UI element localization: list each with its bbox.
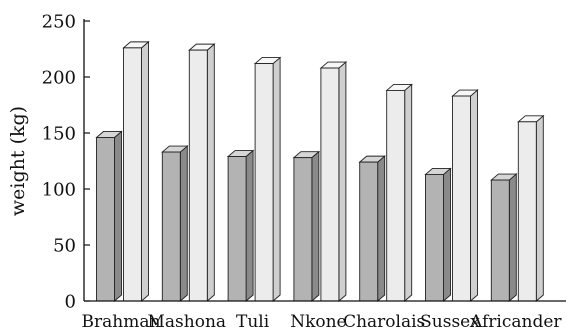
bar-brahman-series-2 [122, 40, 150, 302]
bar-front-face [227, 156, 247, 302]
y-tick-label: 250 [42, 12, 76, 33]
bar-front-face [188, 49, 208, 302]
bar-front-face [490, 179, 510, 302]
bar-front-face [161, 151, 181, 302]
bar-front-face [517, 121, 537, 302]
y-tick-label: 0 [65, 292, 76, 313]
bar-nkone-series-2 [319, 61, 348, 302]
bar-sussex-series-1 [424, 167, 452, 302]
bar-tuli-series-1 [226, 149, 255, 302]
bar-front-face [425, 173, 444, 302]
bar-side-face [535, 114, 544, 302]
bar-side-face [377, 155, 386, 302]
x-tick-label: Brahman [82, 312, 161, 329]
y-ticks-layer: 0 50 100 150 200 250 [42, 12, 90, 313]
y-tick-label: 150 [42, 124, 76, 145]
bars-layer [95, 40, 545, 302]
x-tick-label: Nkone [290, 312, 346, 329]
bar-brahman-series-1 [95, 130, 123, 302]
bar-side-face [508, 173, 517, 302]
bar-charolais-series-2 [385, 83, 413, 302]
y-tick-label: 200 [42, 68, 76, 89]
bar-side-face [114, 130, 122, 302]
x-tick-label: Africander [469, 312, 562, 329]
y-axis-title: weight (kg) [7, 106, 29, 216]
bar-front-face [293, 157, 313, 302]
bar-charolais-series-1 [358, 155, 386, 302]
bar-africander-series-1 [490, 173, 518, 302]
bar-front-face [452, 95, 471, 302]
x-tick-label: Sussex [420, 312, 480, 329]
bar-side-face [206, 43, 215, 302]
bar-side-face [470, 89, 478, 302]
bar-side-face [272, 56, 281, 302]
bar-front-face [386, 89, 406, 302]
y-tick-label: 100 [42, 180, 76, 201]
bar-tuli-series-2 [253, 56, 282, 302]
y-tick-label: 50 [53, 236, 76, 257]
bar-side-face [443, 167, 451, 302]
x-tick-label: Charolais [343, 312, 425, 329]
bar-side-face [404, 83, 413, 302]
bar-side-face [179, 145, 188, 302]
x-tick-label: Mashona [148, 312, 227, 329]
bar-front-face [359, 161, 379, 302]
bar-mashona-series-2 [188, 43, 216, 302]
axes-layer [83, 19, 566, 302]
x-tick-label: Tuli [236, 312, 270, 329]
bar-side-face [338, 61, 347, 302]
bar-front-face [320, 67, 340, 302]
bar-front-face [123, 47, 142, 302]
bar-side-face [245, 149, 254, 302]
bar-side-face [141, 40, 149, 302]
bar-front-face [96, 137, 115, 302]
bar-side-face [311, 150, 320, 302]
bar-sussex-series-2 [451, 89, 479, 302]
bar-africander-series-2 [517, 114, 545, 302]
bar-mashona-series-1 [161, 145, 189, 302]
bar-nkone-series-1 [292, 150, 321, 302]
bar-front-face [254, 63, 274, 302]
